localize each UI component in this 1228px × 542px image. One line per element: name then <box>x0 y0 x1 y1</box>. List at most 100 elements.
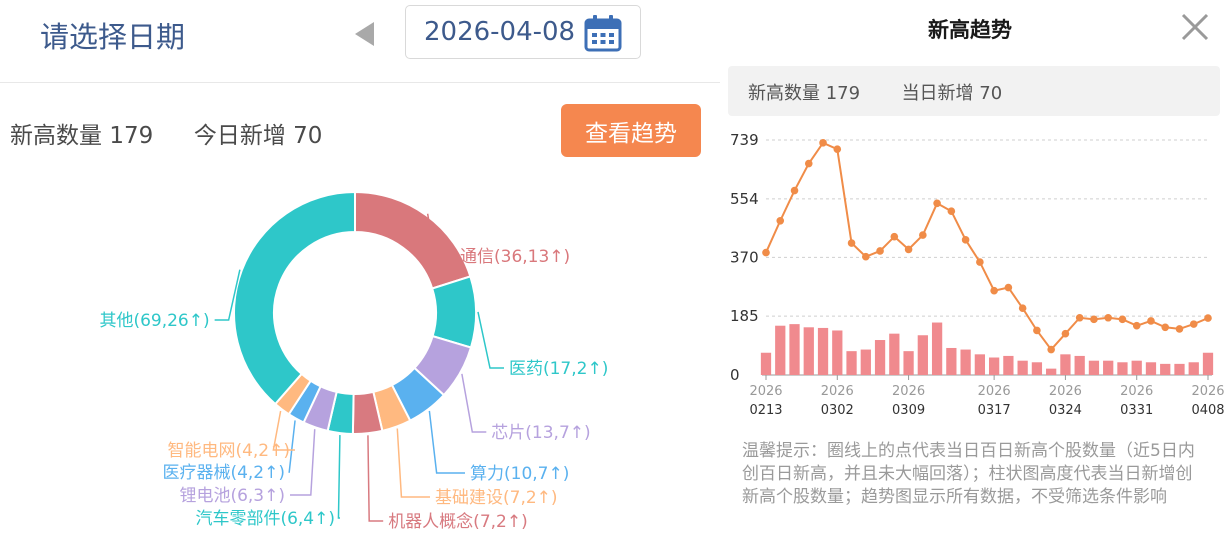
donut-label: 机器人概念(7,2↑) <box>388 511 528 532</box>
tip-text: 温馨提示：圈线上的点代表当日百日新高个股数量（近5日内创百日新高，并且未大幅回落… <box>742 441 1195 507</box>
bar <box>1131 360 1142 375</box>
close-icon[interactable] <box>1180 12 1210 42</box>
x-tick-year: 2026 <box>892 384 925 399</box>
x-tick-date: 0302 <box>821 403 854 418</box>
y-tick-label: 370 <box>730 248 759 266</box>
bar <box>1160 363 1171 375</box>
date-picker[interactable]: 2026-04-08 <box>405 5 641 59</box>
trend-modal: 新高趋势 新高数量 179 当日新增 70 739 554 370 185 0 2026 0… <box>720 0 1228 542</box>
bar <box>1103 360 1114 375</box>
bar <box>1188 362 1199 375</box>
x-tick-date: 0408 <box>1191 403 1224 418</box>
donut-label: 其他(69,26↑) <box>99 311 209 331</box>
trend-today-added-count: 70 <box>979 83 1003 104</box>
trend-point <box>990 286 998 295</box>
donut-segment[interactable] <box>233 190 356 406</box>
trend-point <box>933 199 941 208</box>
new-high-count: 179 <box>109 123 154 149</box>
hot-sector-panel: 请选择日期 2026-04-08 新高数量 179 今日新增 70 查看趋势 通… <box>0 5 720 532</box>
trend-point <box>961 236 970 244</box>
trend-point <box>847 239 856 247</box>
bar <box>903 351 914 375</box>
bar <box>946 347 957 375</box>
bar <box>931 322 943 375</box>
trend-point <box>919 231 927 239</box>
trend-point <box>804 159 813 168</box>
bar <box>1074 355 1085 375</box>
bar <box>917 335 928 375</box>
donut-label: 医疗器械(4,2↑) <box>162 463 285 483</box>
donut-label: 医药(17,2↑) <box>509 359 608 379</box>
y-tick-label: 554 <box>730 190 759 208</box>
header-divider <box>0 82 720 83</box>
bar <box>817 327 829 375</box>
donut-label: 算力(10,7↑) <box>470 464 569 484</box>
view-trend-button[interactable]: 查看趋势 <box>561 104 701 157</box>
bar <box>803 327 814 375</box>
trend-point <box>1047 345 1055 354</box>
y-tick-label: 739 <box>730 131 759 149</box>
bar <box>1117 362 1128 375</box>
trend-point <box>1175 325 1184 333</box>
bar <box>760 352 772 375</box>
trend-point <box>1004 283 1013 292</box>
previous-date-arrow-icon[interactable] <box>352 20 378 48</box>
bar <box>1174 363 1185 375</box>
bar <box>1003 355 1014 375</box>
trend-point <box>947 207 956 216</box>
bar <box>860 349 871 375</box>
x-tick-date: 0331 <box>1120 403 1153 418</box>
bar <box>974 354 986 375</box>
x-tick-year: 2026 <box>749 384 782 399</box>
x-tick-year: 2026 <box>1120 384 1153 399</box>
bar <box>846 351 857 375</box>
trend-point <box>1075 313 1084 322</box>
bar <box>775 325 786 375</box>
trend-point <box>819 139 827 147</box>
trend-point <box>790 186 799 195</box>
trend-new-high-count: 179 <box>825 83 861 104</box>
x-tick-date: 0309 <box>892 403 925 418</box>
trend-point <box>976 258 984 266</box>
trend-point <box>1104 313 1112 322</box>
donut-label-line <box>290 429 316 496</box>
trend-point <box>1061 329 1070 338</box>
donut-segment[interactable] <box>430 275 477 349</box>
summary-stats: 新高数量 179 今日新增 70 <box>10 116 322 150</box>
bar <box>874 340 886 375</box>
y-tick-label: 0 <box>730 366 740 384</box>
today-added-count: 70 <box>293 123 323 149</box>
trend-point <box>1189 320 1198 328</box>
date-value: 2026-04-08 <box>424 17 576 47</box>
new-high-label: 新高数量 <box>10 123 102 149</box>
donut-segment[interactable] <box>354 190 472 290</box>
donut-label: 芯片(13,7↑) <box>491 423 590 443</box>
trend-point <box>1147 317 1155 325</box>
x-tick-year: 2026 <box>1191 384 1224 399</box>
x-tick-date: 0317 <box>978 403 1011 418</box>
x-tick-year: 2026 <box>978 384 1011 399</box>
bar <box>1046 368 1057 375</box>
donut-label-line <box>214 269 241 321</box>
trend-point <box>862 252 870 261</box>
donut-label-line <box>461 373 487 433</box>
bar <box>1060 354 1071 375</box>
x-tick-year: 2026 <box>1049 384 1082 399</box>
bar <box>1088 360 1100 375</box>
donut-label-line <box>428 410 465 474</box>
y-tick-label: 185 <box>730 307 759 325</box>
trend-point <box>876 247 884 255</box>
trend-point <box>890 232 899 241</box>
donut-label: 基础建设(7,2↑) <box>435 488 558 508</box>
trend-today-added-label: 当日新增 <box>901 83 974 104</box>
donut-label-line <box>477 311 504 369</box>
donut-label-line <box>367 435 384 522</box>
trend-point <box>1090 315 1098 324</box>
bar <box>889 333 900 375</box>
bar <box>960 349 971 375</box>
trend-line <box>765 141 1209 352</box>
trend-point <box>762 248 770 257</box>
donut-label-line <box>272 410 295 451</box>
today-added-label: 今日新增 <box>193 123 286 149</box>
calendar-icon[interactable] <box>584 14 622 52</box>
